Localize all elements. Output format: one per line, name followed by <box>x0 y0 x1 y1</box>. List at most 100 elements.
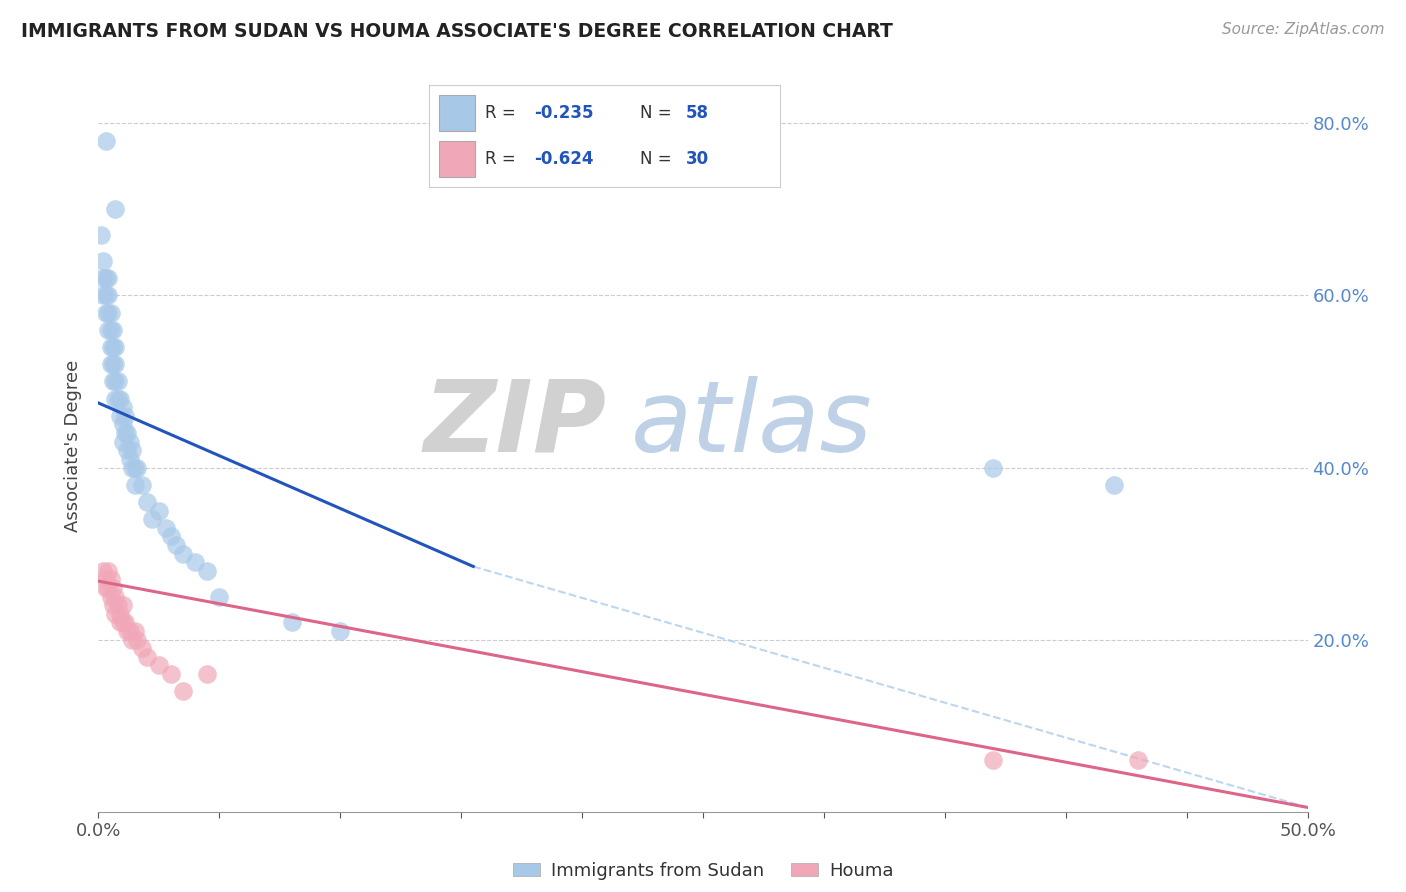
Point <box>118 624 141 638</box>
Point <box>97 305 120 319</box>
Point <box>101 357 124 371</box>
Point <box>1102 477 1125 491</box>
Point <box>148 503 170 517</box>
Point <box>94 288 117 302</box>
Point <box>101 375 124 389</box>
Point <box>172 547 194 561</box>
Text: -0.624: -0.624 <box>534 150 593 168</box>
Point <box>131 477 153 491</box>
Point <box>91 271 114 285</box>
Point <box>90 228 112 243</box>
Point <box>97 323 120 337</box>
Point <box>97 288 120 302</box>
Point <box>114 615 136 630</box>
Point <box>1128 753 1150 767</box>
Legend: Immigrants from Sudan, Houma: Immigrants from Sudan, Houma <box>506 855 900 887</box>
Point <box>114 426 136 441</box>
Point <box>114 409 136 423</box>
Text: ZIP: ZIP <box>423 376 606 473</box>
Text: -0.235: -0.235 <box>534 104 593 122</box>
Point <box>101 581 124 595</box>
Bar <box>439 141 475 177</box>
Point <box>195 667 218 681</box>
Point <box>121 632 143 647</box>
Point <box>100 323 122 337</box>
Point <box>281 615 304 630</box>
Point <box>91 288 114 302</box>
Y-axis label: Associate's Degree: Associate's Degree <box>65 359 83 533</box>
Text: IMMIGRANTS FROM SUDAN VS HOUMA ASSOCIATE'S DEGREE CORRELATION CHART: IMMIGRANTS FROM SUDAN VS HOUMA ASSOCIATE… <box>21 22 893 41</box>
Point <box>104 392 127 406</box>
Point <box>94 134 117 148</box>
Text: 58: 58 <box>686 104 709 122</box>
Point <box>160 529 183 543</box>
Point <box>97 271 120 285</box>
Point <box>107 598 129 612</box>
Point <box>121 460 143 475</box>
Point <box>100 573 122 587</box>
Point <box>91 254 114 268</box>
Point <box>131 641 153 656</box>
Text: R =: R = <box>485 104 522 122</box>
Text: N =: N = <box>640 150 676 168</box>
Point <box>117 443 139 458</box>
Point <box>111 615 134 630</box>
Point <box>97 581 120 595</box>
Point <box>104 607 127 621</box>
Point <box>124 460 146 475</box>
Point <box>165 538 187 552</box>
Bar <box>439 95 475 131</box>
Point <box>118 434 141 449</box>
Text: R =: R = <box>485 150 522 168</box>
Point <box>127 632 149 647</box>
Point <box>94 305 117 319</box>
Point <box>111 434 134 449</box>
Point <box>111 598 134 612</box>
Point <box>101 340 124 354</box>
Point <box>329 624 352 638</box>
Point <box>981 460 1004 475</box>
Point <box>208 590 231 604</box>
Point <box>124 624 146 638</box>
Point <box>104 340 127 354</box>
Point <box>108 607 131 621</box>
Point <box>111 401 134 415</box>
Point <box>117 624 139 638</box>
Point <box>195 564 218 578</box>
Point <box>121 443 143 458</box>
Point <box>135 495 157 509</box>
Point <box>108 392 131 406</box>
Point <box>104 202 127 217</box>
Point <box>148 658 170 673</box>
Point <box>94 271 117 285</box>
Point <box>117 426 139 441</box>
Point <box>107 375 129 389</box>
Point <box>100 590 122 604</box>
Point <box>160 667 183 681</box>
Point <box>94 573 117 587</box>
Point <box>107 392 129 406</box>
Point <box>111 417 134 432</box>
Point <box>104 590 127 604</box>
Point <box>101 598 124 612</box>
Point <box>100 305 122 319</box>
Point <box>94 581 117 595</box>
Point <box>172 684 194 698</box>
Point <box>97 564 120 578</box>
Point <box>981 753 1004 767</box>
Point <box>104 375 127 389</box>
Point <box>108 615 131 630</box>
Point <box>101 323 124 337</box>
Text: N =: N = <box>640 104 676 122</box>
Point <box>127 460 149 475</box>
Point <box>100 357 122 371</box>
Point <box>118 451 141 466</box>
Point <box>135 649 157 664</box>
Text: 30: 30 <box>686 150 709 168</box>
Text: atlas: atlas <box>630 376 872 473</box>
Text: Source: ZipAtlas.com: Source: ZipAtlas.com <box>1222 22 1385 37</box>
Point <box>124 477 146 491</box>
Point <box>155 521 177 535</box>
Point <box>184 555 207 569</box>
Point <box>91 564 114 578</box>
